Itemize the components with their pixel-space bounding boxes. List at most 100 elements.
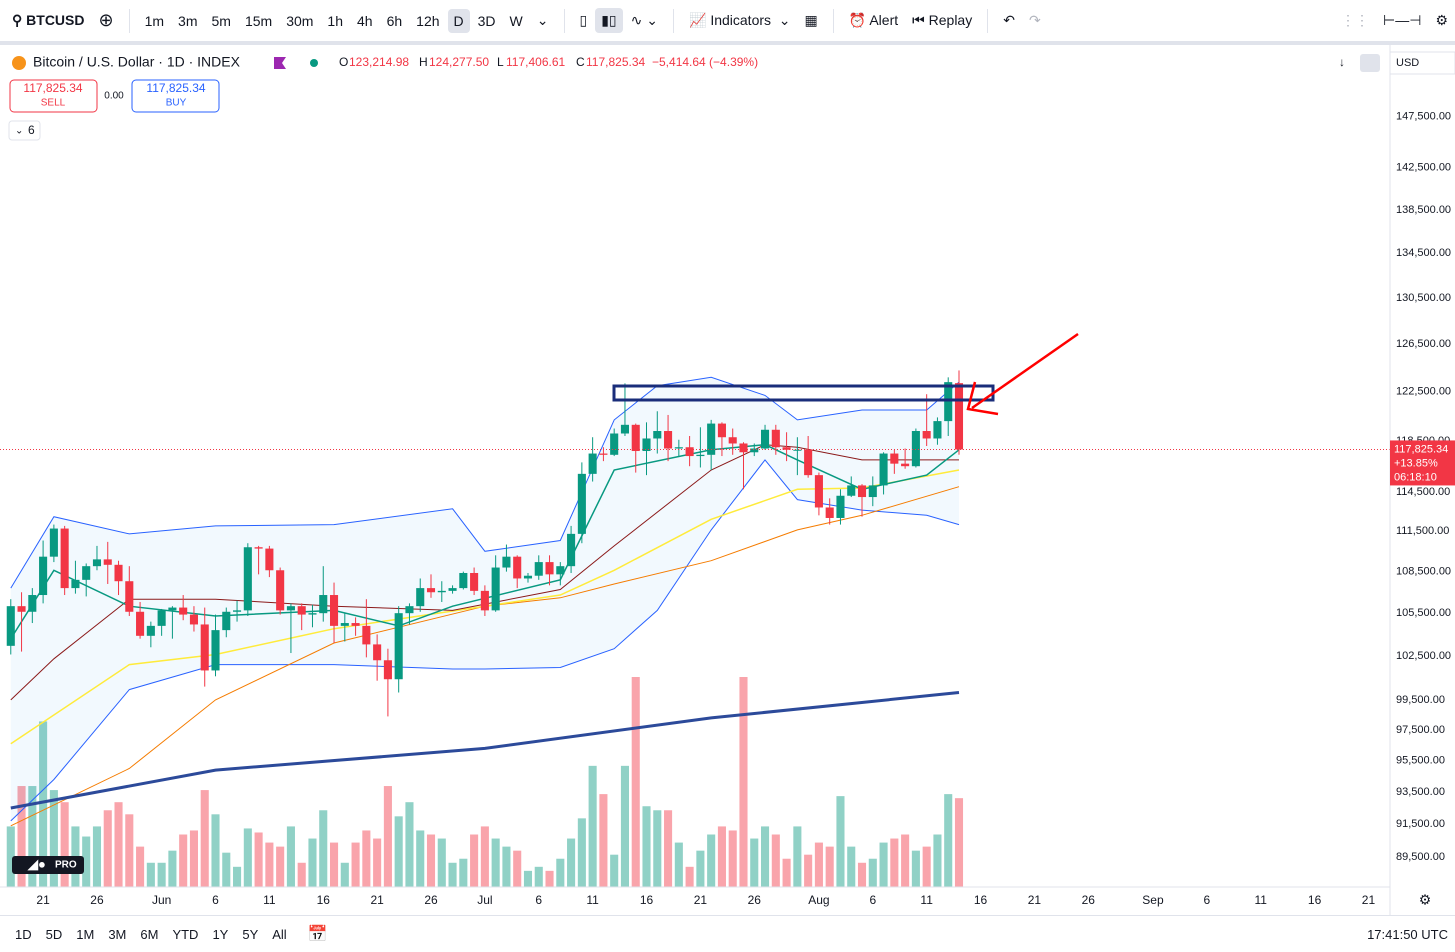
range-button[interactable]: 5D: [45, 926, 63, 942]
redo-button[interactable]: ↷: [1028, 12, 1041, 28]
candle-body: [168, 607, 177, 611]
candle-body: [825, 507, 834, 518]
range-button[interactable]: All: [272, 926, 287, 942]
range-button[interactable]: YTD: [172, 926, 199, 942]
undo-button[interactable]: ↶: [1003, 12, 1015, 28]
layouts-button[interactable]: ▦: [804, 12, 818, 28]
y-tick-label: 111,500.00: [1396, 525, 1449, 537]
volume-bar: [782, 858, 791, 887]
candle-body: [179, 607, 188, 615]
measure-button[interactable]: ⊢—⊣: [1383, 12, 1422, 28]
settings-button[interactable]: ⚙: [1435, 12, 1448, 28]
sell-price: 117,825.34: [23, 81, 82, 95]
interval-button[interactable]: 1h: [327, 12, 343, 29]
separator: [987, 8, 989, 33]
y-tick-label: 142,500.00: [1396, 162, 1451, 174]
candle-body: [146, 625, 155, 636]
symbol-search[interactable]: ⚲ BTCUSD: [12, 12, 85, 28]
buy-button[interactable]: [131, 79, 220, 113]
alert-button[interactable]: ⏰ Alert: [848, 12, 899, 28]
goto-date[interactable]: 📅: [307, 926, 328, 943]
candle-body: [319, 595, 328, 614]
range-button[interactable]: 1D: [15, 926, 32, 942]
interval-button[interactable]: 3m: [178, 12, 198, 29]
line-button[interactable]: ∿ ⌄: [630, 12, 658, 28]
volume-bar: [459, 858, 468, 887]
interval-button[interactable]: 1m: [144, 12, 165, 29]
candle-body: [857, 485, 867, 498]
moving-average: [10, 486, 960, 827]
ohlc-h: H: [419, 55, 428, 69]
x-tick-label: 11: [920, 893, 933, 907]
spread: 0.00: [104, 91, 124, 102]
candle-body: [534, 562, 543, 576]
volume-bar: [276, 846, 285, 887]
moving-average: [10, 691, 960, 810]
range-button[interactable]: 5Y: [242, 926, 259, 942]
ohlc-c: C: [576, 55, 585, 69]
interval-button[interactable]: 6h: [386, 12, 403, 29]
bars-button[interactable]: ▯: [579, 12, 588, 28]
candle-body: [760, 429, 770, 449]
candle-body: [157, 610, 166, 626]
candle-body: [922, 431, 931, 439]
range-button[interactable]: 1Y: [212, 926, 229, 942]
volume-bar: [653, 810, 662, 887]
interval-button[interactable]: D: [447, 8, 470, 33]
volume-bar: [426, 834, 436, 887]
candle-body: [329, 595, 339, 626]
indicators-toggle[interactable]: [8, 120, 41, 141]
arrow-drawing[interactable]: [966, 332, 1079, 416]
volume-bar: [513, 850, 522, 887]
candle-body: [728, 437, 737, 444]
range-button[interactable]: 1M: [76, 926, 95, 942]
candle-body: [362, 625, 371, 645]
candle-body: [814, 475, 823, 508]
volume-bar: [523, 870, 533, 887]
candle-body: [49, 528, 58, 557]
candle-body: [707, 423, 716, 455]
indicators-button[interactable]: 📈 Indicators ⌄: [689, 12, 791, 28]
interval-button[interactable]: W: [509, 12, 523, 29]
interval-button[interactable]: 12h: [416, 12, 440, 29]
compare-button[interactable]: ⊕: [98, 10, 114, 30]
volume-bar: [771, 834, 780, 887]
currency-select[interactable]: [1389, 51, 1455, 75]
range-button[interactable]: 3M: [108, 926, 127, 942]
interval-menu[interactable]: ⌄: [536, 12, 549, 28]
candle-body: [200, 624, 209, 671]
candle-body: [189, 614, 198, 625]
candles-button[interactable]: ▮▯: [595, 8, 623, 33]
scroll-down[interactable]: ↓: [1339, 55, 1345, 69]
interval-button[interactable]: 5m: [211, 12, 231, 29]
logo-badge: PRO: [55, 860, 77, 871]
candle-body: [545, 562, 554, 575]
volume-bar: [157, 862, 166, 887]
y-tick-label: 138,500.00: [1396, 204, 1451, 216]
interval-button[interactable]: 15m: [244, 12, 273, 29]
replay-button[interactable]: ⏮ Replay: [912, 12, 973, 28]
volume-bar: [265, 842, 274, 887]
volume-bar: [28, 786, 37, 887]
x-tick-label: Aug: [808, 893, 829, 907]
volume-bar: [125, 814, 134, 887]
volume-bar: [200, 790, 209, 887]
x-tick-label: 16: [974, 893, 988, 907]
candle-body: [944, 382, 953, 422]
interval-button[interactable]: 4h: [357, 12, 373, 29]
axis-settings[interactable]: ⚙: [1419, 892, 1432, 908]
candle-body: [103, 559, 112, 565]
interval-button[interactable]: 30m: [286, 12, 314, 29]
range-button[interactable]: 6M: [140, 926, 159, 942]
interval-button[interactable]: 3D: [477, 12, 496, 29]
volume-bar: [750, 838, 759, 887]
volume-bar: [211, 814, 220, 887]
volume-bar: [922, 846, 931, 887]
x-tick-label: 26: [748, 893, 762, 907]
ohlc-o: O: [339, 55, 348, 69]
volume-bar: [901, 834, 910, 887]
sell-button[interactable]: [9, 79, 98, 113]
fullscreen-button[interactable]: [1360, 54, 1380, 72]
